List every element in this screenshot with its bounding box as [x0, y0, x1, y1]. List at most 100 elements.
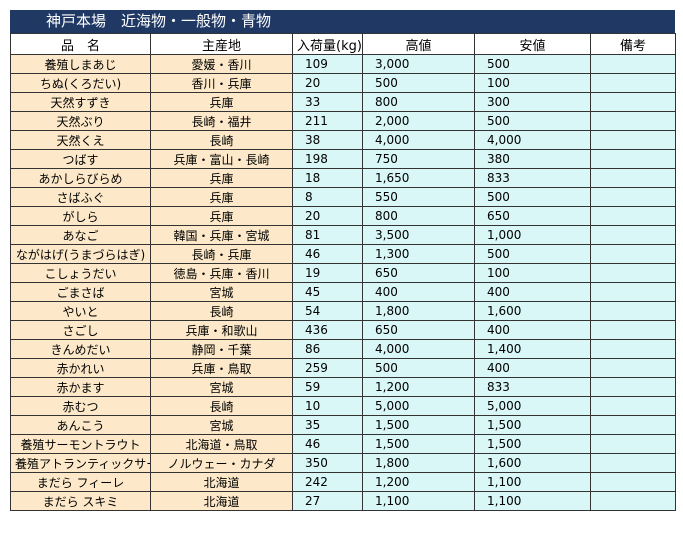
origin: 長崎 [150, 301, 293, 321]
low-price: 833 [474, 168, 591, 188]
origin: 宮城 [150, 282, 293, 302]
header-row: 品 名主産地 入荷量(kg) 高値 安値 備考 [10, 33, 676, 55]
low-price: 5,000 [474, 396, 591, 416]
origin: 韓国・兵庫・宮城 [150, 225, 293, 245]
quantity: 18 [292, 168, 363, 188]
table-row: ちぬ(くろだい) 香川・兵庫 20 500 100 [10, 73, 676, 93]
origin: 香川・兵庫 [150, 73, 293, 93]
table-row: 養殖サーモントラウト 北海道・鳥取 46 1,500 1,500 [10, 434, 676, 454]
item-name: やいと [10, 301, 151, 321]
origin: 兵庫・和歌山 [150, 320, 293, 340]
quantity: 45 [292, 282, 363, 302]
quantity: 436 [292, 320, 363, 340]
high-price: 1,500 [362, 415, 475, 435]
low-price: 1,600 [474, 301, 591, 321]
quantity: 109 [292, 54, 363, 74]
origin: 北海道 [150, 491, 293, 511]
remarks [590, 225, 676, 245]
table-row: さばふぐ 兵庫 8 550 500 [10, 187, 676, 207]
high-price: 1,100 [362, 491, 475, 511]
item-name: 養殖アトランティックサーモン [10, 453, 151, 473]
origin: 長崎・福井 [150, 111, 293, 131]
origin: 北海道・鳥取 [150, 434, 293, 454]
origin: 兵庫 [150, 92, 293, 112]
low-price: 650 [474, 206, 591, 226]
origin: 徳島・兵庫・香川 [150, 263, 293, 283]
table-row: あんこう 宮城 35 1,500 1,500 [10, 415, 676, 435]
high-price: 500 [362, 73, 475, 93]
item-name: ながはげ(うまづらはぎ) [10, 244, 151, 264]
quantity: 59 [292, 377, 363, 397]
column-header: 備考 [590, 33, 676, 55]
table-row: きんめだい 静岡・千葉 86 4,000 1,400 [10, 339, 676, 359]
table-row: 赤かれい 兵庫・鳥取 259 500 400 [10, 358, 676, 378]
remarks [590, 282, 676, 302]
item-name: 天然くえ [10, 130, 151, 150]
quantity: 8 [292, 187, 363, 207]
quantity: 27 [292, 491, 363, 511]
quantity: 350 [292, 453, 363, 473]
origin: 宮城 [150, 377, 293, 397]
high-price: 5,000 [362, 396, 475, 416]
high-price: 650 [362, 320, 475, 340]
item-name: がしら [10, 206, 151, 226]
remarks [590, 301, 676, 321]
quantity: 86 [292, 339, 363, 359]
high-price: 1,650 [362, 168, 475, 188]
low-price: 400 [474, 282, 591, 302]
table-row: つばす 兵庫・富山・長崎 198 750 380 [10, 149, 676, 169]
remarks [590, 472, 676, 492]
table-body: 養殖しまあじ 愛媛・香川 109 3,000 500 ちぬ(くろだい) 香川・兵庫 20 500… [10, 54, 676, 511]
low-price: 500 [474, 187, 591, 207]
table-row: 天然くえ 長崎 38 4,000 4,000 [10, 130, 676, 150]
high-price: 400 [362, 282, 475, 302]
low-price: 300 [474, 92, 591, 112]
low-price: 1,400 [474, 339, 591, 359]
quantity: 38 [292, 130, 363, 150]
origin: 兵庫・鳥取 [150, 358, 293, 378]
low-price: 100 [474, 73, 591, 93]
high-price: 1,200 [362, 377, 475, 397]
item-name: きんめだい [10, 339, 151, 359]
remarks [590, 339, 676, 359]
table-row: やいと 長崎 54 1,800 1,600 [10, 301, 676, 321]
table-row: まだら フィーレ 北海道 242 1,200 1,100 [10, 472, 676, 492]
high-price: 500 [362, 358, 475, 378]
item-name: さごし [10, 320, 151, 340]
item-name: 赤むつ [10, 396, 151, 416]
remarks [590, 244, 676, 264]
column-header: 安値 [474, 33, 591, 55]
quantity: 81 [292, 225, 363, 245]
low-price: 833 [474, 377, 591, 397]
title: 神戸本場 近海物・一般物・青物 [10, 10, 675, 33]
item-name: さばふぐ [10, 187, 151, 207]
low-price: 380 [474, 149, 591, 169]
remarks [590, 415, 676, 435]
table-row: あかしらびらめ 兵庫 18 1,650 833 [10, 168, 676, 188]
low-price: 1,100 [474, 491, 591, 511]
table-row: 天然ぶり 長崎・福井 211 2,000 500 [10, 111, 676, 131]
item-name: まだら スキミ [10, 491, 151, 511]
remarks [590, 377, 676, 397]
quantity: 211 [292, 111, 363, 131]
table-row: 赤かます 宮城 59 1,200 833 [10, 377, 676, 397]
column-header: 主産地 [150, 33, 293, 55]
remarks [590, 358, 676, 378]
quantity: 46 [292, 244, 363, 264]
table-row: あなご 韓国・兵庫・宮城 81 3,500 1,000 [10, 225, 676, 245]
remarks [590, 111, 676, 131]
item-name: あかしらびらめ [10, 168, 151, 188]
remarks [590, 187, 676, 207]
remarks [590, 491, 676, 511]
high-price: 1,500 [362, 434, 475, 454]
table-row: 養殖しまあじ 愛媛・香川 109 3,000 500 [10, 54, 676, 74]
remarks [590, 73, 676, 93]
low-price: 4,000 [474, 130, 591, 150]
origin: 北海道 [150, 472, 293, 492]
table-row: さごし 兵庫・和歌山 436 650 400 [10, 320, 676, 340]
remarks [590, 168, 676, 188]
high-price: 1,200 [362, 472, 475, 492]
low-price: 400 [474, 320, 591, 340]
item-name: まだら フィーレ [10, 472, 151, 492]
